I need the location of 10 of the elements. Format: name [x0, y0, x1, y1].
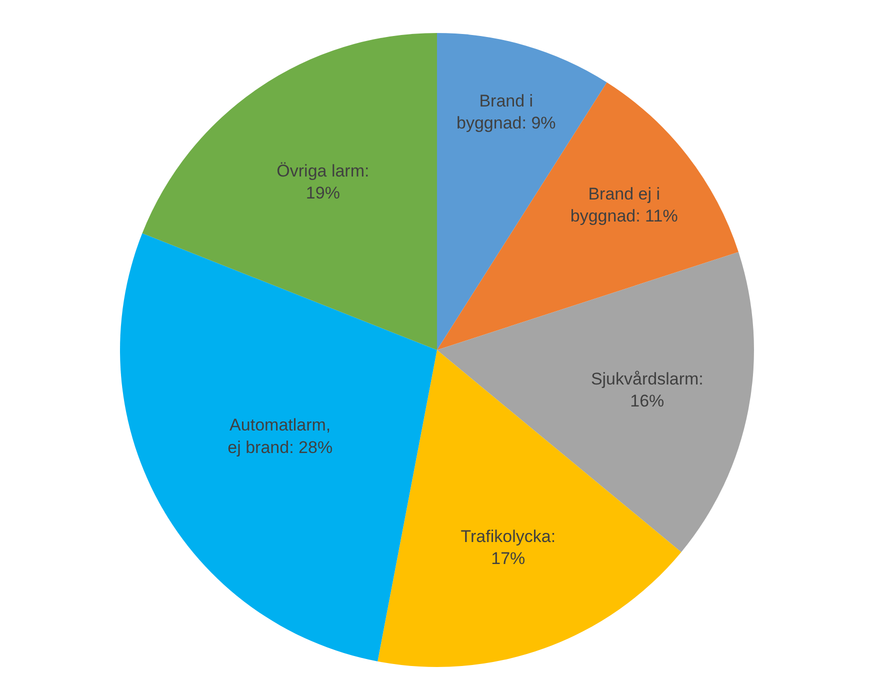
pie-slice: [437, 82, 738, 350]
slice-label: Trafikolycka: 17%: [460, 527, 556, 568]
slice-label: Brand ej i byggnad: 11%: [570, 184, 678, 226]
slice-label: Brand i byggnad: 9%: [456, 91, 556, 133]
slice-label: Automatlarm, ej brand: 28%: [228, 416, 333, 457]
slice-label: Sjukvårdslarm: 16%: [590, 370, 704, 411]
pie-slice: [437, 252, 754, 552]
pie-slice: [120, 233, 437, 662]
pie-slice: [142, 33, 437, 350]
slice-label: Övriga larm: 19%: [276, 162, 370, 203]
